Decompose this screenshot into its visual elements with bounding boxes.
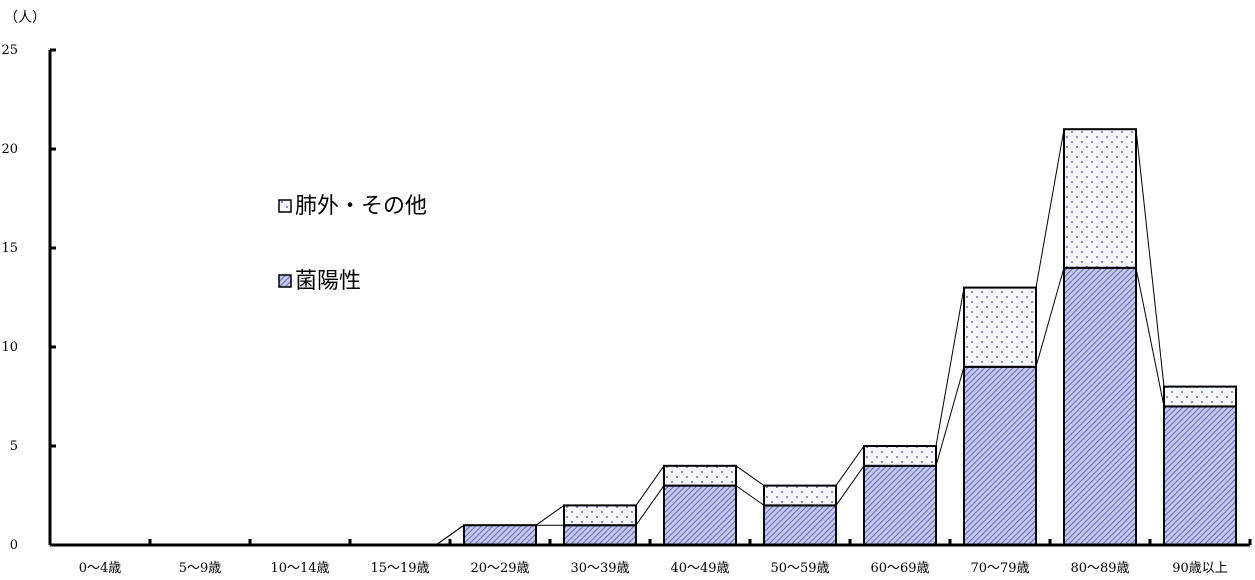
- x-tick-label-1: 5～9歳: [179, 561, 222, 576]
- y-tick-label-10: 10: [1, 340, 18, 355]
- connector-line-s0-9: [1035, 267, 1065, 367]
- bars-group: [463, 128, 1237, 547]
- bar-haigai-sonota-9: [963, 286, 1037, 368]
- y-tick-label-0: 0: [10, 538, 18, 553]
- legend-swatch-haigai-sonota: [278, 199, 292, 213]
- x-tick-label-4: 20～29歳: [470, 561, 529, 576]
- x-tick-label-10: 80～89歳: [1070, 561, 1129, 576]
- x-tick-label-11: 90歳以上: [1172, 561, 1228, 576]
- connector-line-s0-5: [635, 485, 665, 526]
- connector-line-s1-10: [1135, 129, 1165, 387]
- connector-line-s0-7: [835, 465, 865, 506]
- connector-line-s0-6: [735, 485, 765, 506]
- bar-haigai-sonota-10: [1063, 128, 1137, 269]
- x-tick-label-5: 30～39歳: [570, 561, 629, 576]
- bar-haigai-sonota-7: [763, 484, 837, 507]
- y-tick-label-25: 25: [1, 43, 18, 58]
- connector-line-s1-3: [435, 524, 465, 546]
- legend-label-haigai-sonota: 肺外・その他: [295, 194, 427, 219]
- bar-haigai-sonota-8: [863, 445, 937, 467]
- bar-kinyousei-8: [863, 464, 937, 546]
- y-axis-unit-label: （人）: [4, 10, 46, 26]
- x-tick-label-6: 40～49歳: [670, 561, 729, 576]
- connector-line-s0-10: [1135, 267, 1165, 407]
- bar-kinyousei-10: [1063, 266, 1137, 546]
- x-tick-label-2: 10～14歳: [270, 561, 329, 576]
- x-tick-label-7: 50～59歳: [770, 561, 829, 576]
- connector-line-s1-8: [935, 287, 965, 447]
- x-tick-label-8: 60～69歳: [870, 561, 929, 576]
- bar-haigai-sonota-5: [563, 504, 637, 527]
- axes-group: 0 5 10 15 20 25 0～4歳 5～9歳 10～14歳 15～19歳 20～29歳 30～3…: [1, 43, 1252, 576]
- bar-kinyousei-9: [963, 365, 1037, 546]
- connector-line-s1-4: [535, 504, 565, 526]
- legend-swatch-kinyousei: [278, 274, 292, 288]
- connector-line-s0-8: [935, 366, 965, 466]
- bar-kinyousei-6: [663, 484, 737, 547]
- bar-kinyousei-7: [763, 504, 837, 546]
- x-tick-label-9: 70～79歳: [970, 561, 1029, 576]
- connector-line-s1-7: [835, 445, 865, 486]
- legend-label-kinyousei: 菌陽性: [295, 269, 361, 294]
- x-tick-label-0: 0～4歳: [79, 561, 122, 576]
- y-tick-label-20: 20: [1, 142, 18, 157]
- bar-haigai-sonota-11: [1163, 385, 1237, 408]
- bar-kinyousei-5: [563, 524, 637, 547]
- bar-haigai-sonota-6: [663, 464, 737, 487]
- bar-kinyousei-11: [1163, 405, 1237, 546]
- y-tick-label-5: 5: [10, 439, 18, 454]
- series-connector-lines: [435, 129, 1165, 546]
- connector-line-s1-5: [635, 465, 665, 506]
- x-tick-label-3: 15～19歳: [370, 561, 429, 576]
- connector-line-s1-6: [735, 465, 765, 487]
- bar-kinyousei-4: [463, 524, 537, 547]
- connector-line-s1-9: [1035, 129, 1065, 288]
- y-tick-label-15: 15: [1, 241, 18, 256]
